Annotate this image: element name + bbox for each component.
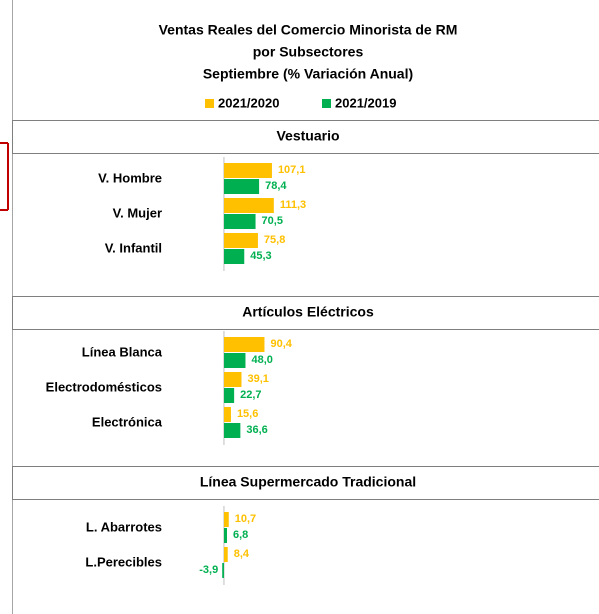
value-label: 10,7: [235, 513, 256, 525]
category-label: V. Hombre: [98, 170, 162, 185]
bar: [223, 547, 228, 562]
bar: [222, 563, 224, 578]
category-label: Electrodomésticos: [46, 379, 162, 394]
value-label: 22,7: [240, 389, 261, 401]
bar: [223, 249, 245, 264]
bar: [223, 163, 272, 178]
value-label: 45,3: [250, 250, 271, 262]
value-label: 6,8: [233, 529, 248, 541]
category-label: V. Infantil: [105, 240, 162, 255]
chart-title: Ventas Reales del Comercio Minorista de …: [159, 22, 458, 38]
section-title: Artículos Eléctricos: [242, 304, 374, 320]
section-header: [12, 120, 599, 154]
section-header: [12, 296, 599, 330]
bar: [223, 423, 241, 438]
legend-swatch: [322, 99, 331, 108]
section-header: [12, 466, 599, 500]
value-label: -3,9: [199, 564, 218, 576]
bar: [223, 372, 242, 387]
bar: [223, 198, 274, 213]
chart-title: Septiembre (% Variación Anual): [203, 66, 413, 82]
section-title: Línea Supermercado Tradicional: [200, 474, 416, 490]
bar: [223, 528, 228, 543]
bar: [223, 233, 258, 248]
bar: [223, 512, 229, 527]
value-label: 90,4: [270, 338, 292, 350]
category-label: Electrónica: [92, 414, 163, 429]
value-label: 75,8: [264, 234, 285, 246]
bar: [223, 353, 246, 368]
value-label: 70,5: [262, 215, 283, 227]
value-label: 48,0: [251, 354, 272, 366]
value-label: 111,3: [280, 199, 306, 211]
value-label: 15,6: [237, 408, 258, 420]
bar: [223, 388, 235, 403]
bar: [223, 179, 260, 194]
category-label: V. Mujer: [113, 205, 162, 220]
value-label: 8,4: [234, 548, 250, 560]
value-label: 78,4: [265, 180, 287, 192]
chart-title: por Subsectores: [253, 44, 364, 60]
category-label: L. Abarrotes: [86, 519, 162, 534]
category-label: Línea Blanca: [82, 344, 163, 359]
bar: [223, 214, 256, 229]
value-label: 39,1: [247, 373, 268, 385]
legend-label: 2021/2019: [335, 95, 396, 110]
value-label: 107,1: [278, 164, 306, 176]
legend-swatch: [205, 99, 214, 108]
bar: [223, 337, 265, 352]
bar: [223, 407, 231, 422]
section-title: Vestuario: [276, 128, 339, 144]
category-label: L.Perecibles: [85, 554, 162, 569]
legend-label: 2021/2020: [218, 95, 279, 110]
value-label: 36,6: [246, 424, 267, 436]
